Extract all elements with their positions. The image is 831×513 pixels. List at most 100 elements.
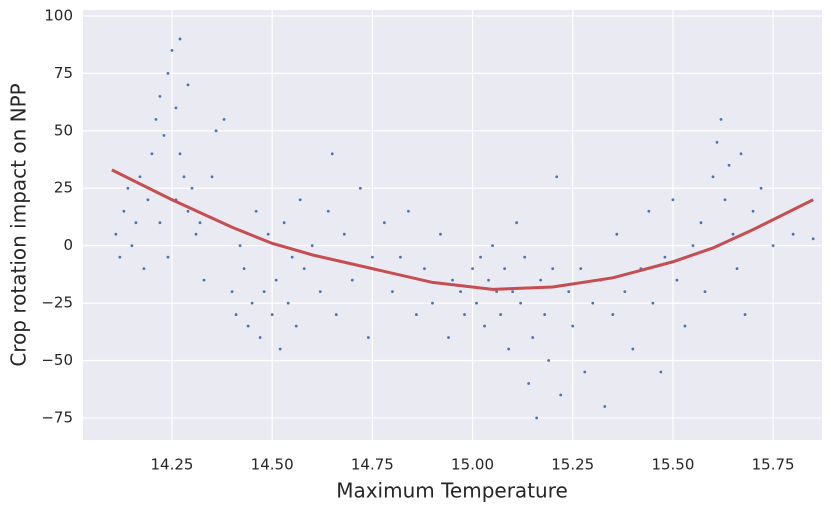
- point: [407, 209, 410, 213]
- point: [683, 324, 687, 328]
- point: [735, 267, 739, 271]
- point: [571, 324, 575, 328]
- y-axis-label: Crop rotation impact on NPP: [7, 83, 31, 366]
- x-tick-label: 15.75: [752, 456, 795, 474]
- point: [439, 232, 442, 236]
- point: [603, 405, 607, 408]
- point: [178, 152, 182, 156]
- point: [647, 209, 651, 213]
- point: [491, 244, 494, 248]
- point: [811, 237, 815, 241]
- point: [751, 209, 755, 213]
- y-tick-label: 75: [54, 64, 73, 82]
- y-tick-label: 0: [63, 236, 73, 254]
- point: [399, 255, 402, 259]
- point: [158, 221, 162, 225]
- point: [415, 313, 418, 316]
- x-tick-label: 14.75: [351, 456, 394, 474]
- y-tick-label: 50: [54, 121, 73, 139]
- point: [166, 71, 170, 75]
- x-tick-label: 15.50: [651, 456, 694, 474]
- point: [759, 186, 763, 190]
- point: [515, 221, 519, 225]
- point: [370, 255, 374, 259]
- point: [286, 301, 290, 305]
- point: [274, 278, 278, 282]
- point: [483, 324, 486, 328]
- point: [246, 324, 250, 328]
- point: [583, 370, 587, 374]
- point: [551, 267, 555, 271]
- point: [727, 163, 731, 167]
- point: [142, 267, 146, 271]
- point: [270, 313, 274, 316]
- point: [310, 244, 314, 248]
- point: [543, 313, 547, 316]
- point: [719, 117, 723, 121]
- point: [503, 267, 506, 271]
- point: [531, 336, 535, 339]
- point: [146, 198, 150, 202]
- point: [555, 175, 559, 179]
- point: [334, 313, 338, 316]
- y-tick-label: −50: [41, 351, 73, 369]
- point: [463, 313, 466, 316]
- point: [262, 290, 266, 294]
- point: [138, 175, 142, 179]
- point: [651, 301, 655, 305]
- point: [459, 290, 462, 294]
- point: [230, 290, 234, 294]
- x-tick-label: 15.25: [551, 456, 594, 474]
- point: [739, 152, 743, 156]
- point: [699, 221, 703, 225]
- point: [691, 244, 695, 248]
- y-tick-label: −75: [41, 408, 73, 426]
- point: [302, 267, 306, 271]
- point: [162, 134, 166, 137]
- point: [186, 209, 190, 213]
- point: [114, 232, 118, 236]
- point: [611, 313, 615, 316]
- point: [623, 290, 627, 294]
- point: [238, 244, 242, 248]
- point: [126, 186, 130, 190]
- point: [423, 267, 426, 271]
- point: [154, 117, 158, 121]
- point: [675, 278, 679, 282]
- point: [559, 393, 563, 397]
- point: [715, 140, 719, 144]
- point: [342, 232, 346, 236]
- x-tick-label: 15.00: [451, 456, 494, 474]
- point: [431, 301, 434, 305]
- plot-background: [83, 10, 822, 440]
- point: [390, 290, 394, 294]
- point: [723, 198, 727, 202]
- point: [591, 301, 595, 305]
- point: [447, 336, 450, 339]
- point: [475, 301, 478, 305]
- point: [499, 313, 502, 316]
- y-tick-label: −25: [41, 294, 73, 312]
- point: [511, 290, 515, 294]
- point: [266, 232, 270, 236]
- point: [495, 290, 498, 294]
- point: [234, 313, 238, 316]
- point: [631, 347, 635, 351]
- point: [282, 221, 286, 225]
- point: [743, 313, 747, 316]
- point: [118, 255, 122, 259]
- point: [539, 278, 543, 282]
- fit-line: [111, 168, 814, 291]
- point: [158, 94, 162, 98]
- point: [174, 106, 178, 110]
- point: [358, 186, 362, 190]
- point: [254, 209, 258, 213]
- point: [214, 129, 218, 133]
- point: [298, 198, 302, 202]
- point: [479, 255, 482, 259]
- point: [663, 255, 667, 259]
- point: [242, 267, 246, 271]
- point: [166, 255, 170, 259]
- point: [190, 186, 194, 190]
